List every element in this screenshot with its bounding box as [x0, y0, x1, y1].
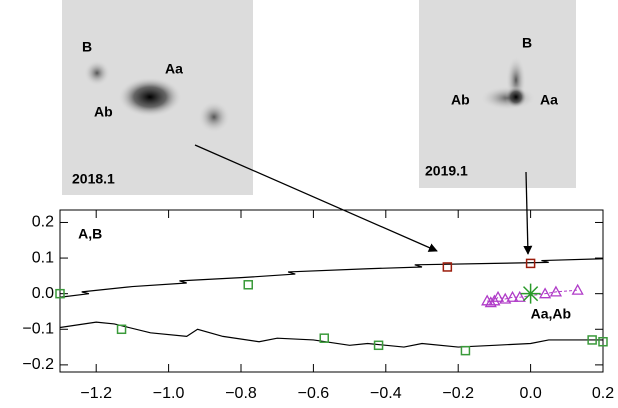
inset-epoch: 2019.1 — [425, 163, 468, 179]
inset-label: Aa — [540, 92, 558, 108]
y-tick-label: 0.1 — [32, 249, 54, 266]
triangle-marker — [571, 283, 584, 295]
star-blob — [84, 60, 110, 86]
square-marker — [55, 288, 65, 299]
square-marker — [460, 345, 471, 356]
x-tick-label: −0.8 — [225, 385, 257, 402]
inset-right: B Ab Aa 2019.1 — [419, 0, 576, 188]
x-tick-label: −1.2 — [80, 385, 112, 402]
triangle-marker — [549, 285, 563, 297]
annotation: Aa,Ab — [531, 306, 571, 322]
triangle-marker — [538, 287, 552, 299]
square-marker — [598, 336, 608, 347]
asterisk-marker — [520, 283, 541, 304]
star-blob — [505, 86, 527, 108]
square-marker — [116, 324, 127, 335]
square-marker — [587, 335, 597, 345]
square-marker — [442, 262, 453, 272]
x-tick-label: −0.4 — [370, 385, 402, 402]
y-tick-label: 0.0 — [32, 285, 54, 302]
square-marker — [319, 333, 330, 343]
star-blob — [198, 101, 230, 133]
plot-frame — [59, 209, 604, 373]
triangle-marker — [499, 292, 512, 304]
inset-label: B — [82, 39, 92, 55]
inset-label: Ab — [94, 104, 113, 120]
x-tick-label: −0.6 — [298, 385, 330, 402]
inset-epoch: 2018.1 — [72, 171, 115, 187]
annotation: A,B — [78, 226, 102, 242]
x-tick-label: −0.2 — [442, 385, 474, 402]
triangle-marker — [506, 290, 519, 302]
star-blob — [118, 77, 182, 117]
trajectory-line — [59, 258, 604, 298]
triangle-marker — [484, 296, 497, 308]
x-tick-label: −1.0 — [153, 385, 185, 402]
y-tick-label: 0.2 — [32, 214, 54, 231]
trajectory-line — [59, 321, 603, 348]
triangle-marker — [513, 290, 526, 302]
x-tick-label: 0.2 — [592, 385, 614, 402]
inset-left: B Aa Ab 2018.1 — [62, 0, 253, 195]
arrow — [523, 171, 533, 255]
y-tick-label: −0.1 — [22, 320, 54, 337]
inset-label: Aa — [165, 61, 183, 77]
x-tick-label: 0.0 — [519, 385, 541, 402]
arrow — [194, 144, 438, 252]
triangle-marker — [491, 290, 505, 302]
square-marker — [525, 258, 536, 269]
square-marker — [373, 340, 384, 351]
inset-label: Ab — [451, 92, 470, 108]
y-tick-label: −0.2 — [22, 356, 54, 373]
square-marker — [243, 280, 253, 290]
triangle-marker — [488, 294, 501, 306]
inset-label: B — [522, 35, 532, 51]
